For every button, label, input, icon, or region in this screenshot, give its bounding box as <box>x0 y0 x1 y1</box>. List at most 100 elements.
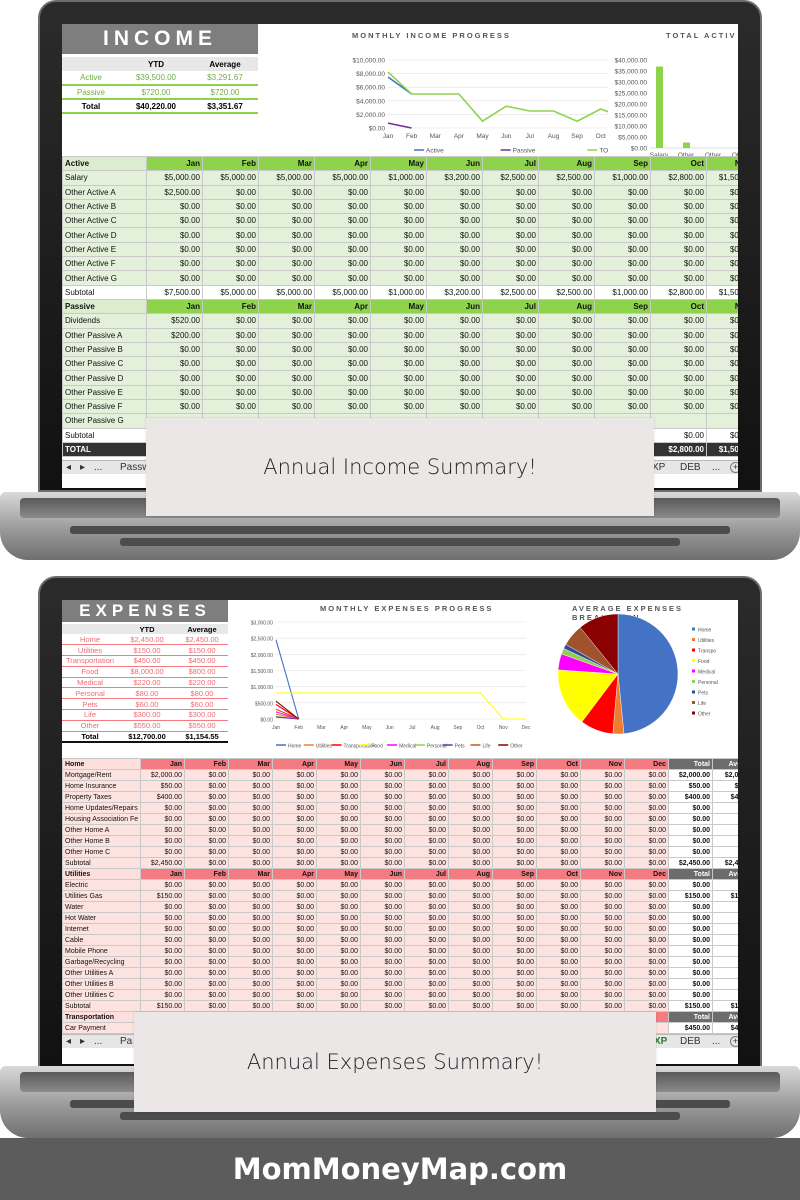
cell[interactable]: $2,500.00 <box>538 284 595 300</box>
cell[interactable]: $2,450.00 <box>140 857 185 869</box>
cell[interactable]: $0.00 <box>492 802 537 814</box>
cell[interactable]: $0.00 <box>228 967 273 979</box>
cell[interactable]: $0.00 <box>448 791 493 803</box>
cell[interactable]: $0.00 <box>482 327 539 343</box>
cell[interactable]: $0.00 <box>668 978 713 990</box>
cell[interactable]: $0.00 <box>536 989 581 1001</box>
cell[interactable]: $0.00 <box>650 313 707 329</box>
cell[interactable]: $0.00 <box>624 879 669 891</box>
cell[interactable]: $0.00 <box>482 198 539 215</box>
cell[interactable]: $0.00 <box>146 370 203 386</box>
income-summary-row[interactable]: Passive $720.00 $720.00 <box>62 85 258 99</box>
cell[interactable]: $0.0 <box>712 879 738 891</box>
cell[interactable]: $0.00 <box>448 989 493 1001</box>
cell[interactable]: $0.00 <box>272 879 317 891</box>
site-footer[interactable]: MomMoneyMap.com <box>0 1138 800 1200</box>
cell[interactable]: $0.00 <box>316 967 361 979</box>
cell[interactable]: $2,000.00 <box>668 769 713 781</box>
cell[interactable]: $0.00 <box>668 901 713 913</box>
income-summary-row[interactable]: Active $39,500.00 $3,291.67 <box>62 71 258 85</box>
cell[interactable]: $2,500.00 <box>538 170 595 186</box>
cell[interactable]: $0.00 <box>370 184 427 200</box>
pie-slice-food[interactable] <box>557 669 619 723</box>
cell[interactable]: $0.00 <box>360 802 405 814</box>
cell[interactable]: $0.00 <box>140 945 185 957</box>
cell[interactable]: $0.00 <box>228 835 273 847</box>
series-line-home[interactable] <box>275 639 300 720</box>
cell[interactable]: $2,500.00 <box>146 184 203 200</box>
cell[interactable]: $0.00 <box>140 989 185 1001</box>
cell[interactable]: $0.00 <box>258 327 315 343</box>
cell[interactable]: $0.00 <box>314 241 371 258</box>
cell[interactable]: $0.00 <box>426 384 483 401</box>
cell[interactable]: $0.00 <box>146 399 203 415</box>
cell[interactable]: $0.00 <box>492 857 537 869</box>
cell[interactable]: $0.00 <box>482 370 539 386</box>
cell[interactable]: $0.00 <box>706 427 738 443</box>
tab-next-arrow[interactable]: ▸ <box>80 1036 86 1047</box>
series-line-total[interactable] <box>387 71 608 123</box>
cell[interactable]: $0.00 <box>316 978 361 990</box>
cell[interactable]: $0.00 <box>272 802 317 814</box>
cell[interactable]: $0.00 <box>706 313 738 329</box>
cell[interactable]: $0.00 <box>482 213 539 229</box>
cell[interactable]: $2,500.00 <box>482 170 539 186</box>
tab-exp[interactable]: XP <box>652 462 666 473</box>
cell[interactable]: $0.00 <box>202 370 259 386</box>
tab-more-left[interactable]: ... <box>94 462 103 473</box>
cell[interactable]: $0.00 <box>538 227 595 243</box>
cell[interactable]: $0.00 <box>228 802 273 814</box>
cell[interactable]: $0.00 <box>272 824 317 836</box>
cell[interactable]: $0.00 <box>448 945 493 957</box>
cell[interactable]: $2,450.00 <box>668 857 713 869</box>
cell[interactable]: $0.00 <box>404 978 449 990</box>
cell[interactable]: $0.00 <box>228 890 273 902</box>
cell[interactable]: $0.00 <box>538 256 595 272</box>
cell[interactable]: $0.00 <box>228 769 273 781</box>
cell[interactable]: $0.00 <box>360 923 405 935</box>
cell[interactable]: $0.00 <box>668 934 713 946</box>
cell[interactable]: $0.00 <box>404 780 449 792</box>
cell[interactable]: $0.00 <box>492 978 537 990</box>
cell[interactable]: $0.00 <box>580 791 625 803</box>
cell[interactable]: $0.00 <box>404 879 449 891</box>
cell[interactable]: $0.00 <box>706 399 738 415</box>
cell[interactable]: $0.00 <box>650 341 707 358</box>
cell[interactable]: $0.00 <box>272 835 317 847</box>
cell[interactable]: $0.00 <box>316 824 361 836</box>
cell[interactable]: $0.00 <box>404 945 449 957</box>
cell[interactable]: $0.00 <box>140 824 185 836</box>
cell[interactable]: $0.00 <box>538 241 595 258</box>
cell[interactable]: $0.00 <box>228 1000 273 1012</box>
cell[interactable]: $0.00 <box>536 824 581 836</box>
cell[interactable]: $0.00 <box>448 824 493 836</box>
cell[interactable]: $0.00 <box>594 270 651 286</box>
add-sheet-icon[interactable]: + <box>730 1036 738 1047</box>
tab-debt[interactable]: DEB <box>680 462 701 473</box>
cell[interactable]: $0.00 <box>624 945 669 957</box>
cell[interactable]: $0.00 <box>536 857 581 869</box>
cell[interactable]: $0.00 <box>492 1000 537 1012</box>
cell[interactable]: $0.00 <box>360 846 405 858</box>
cell[interactable]: $0.00 <box>536 802 581 814</box>
cell[interactable]: $0.00 <box>706 213 738 229</box>
cell[interactable]: $0.00 <box>426 213 483 229</box>
tab-prev-arrow[interactable]: ◂ <box>66 1036 72 1047</box>
cell[interactable]: $0.00 <box>492 791 537 803</box>
cell[interactable]: $0.00 <box>370 256 427 272</box>
cell[interactable]: $0.00 <box>258 341 315 358</box>
cell[interactable]: $0.00 <box>594 384 651 401</box>
add-sheet-icon[interactable]: + <box>730 462 738 473</box>
cell[interactable]: $0.00 <box>482 356 539 372</box>
cell[interactable]: $0.00 <box>184 813 229 825</box>
cell[interactable]: $0.00 <box>580 956 625 968</box>
cell[interactable]: $0.00 <box>538 198 595 215</box>
cell[interactable]: $0.00 <box>140 967 185 979</box>
cell[interactable]: $0.00 <box>404 802 449 814</box>
cell[interactable]: $0.00 <box>536 934 581 946</box>
pie-slice-home[interactable] <box>617 613 679 734</box>
cell[interactable]: $0.00 <box>668 967 713 979</box>
cell[interactable]: $1,000.00 <box>594 170 651 186</box>
cell[interactable]: $0.00 <box>538 270 595 286</box>
tab-passwords[interactable]: Pa <box>120 1036 133 1047</box>
